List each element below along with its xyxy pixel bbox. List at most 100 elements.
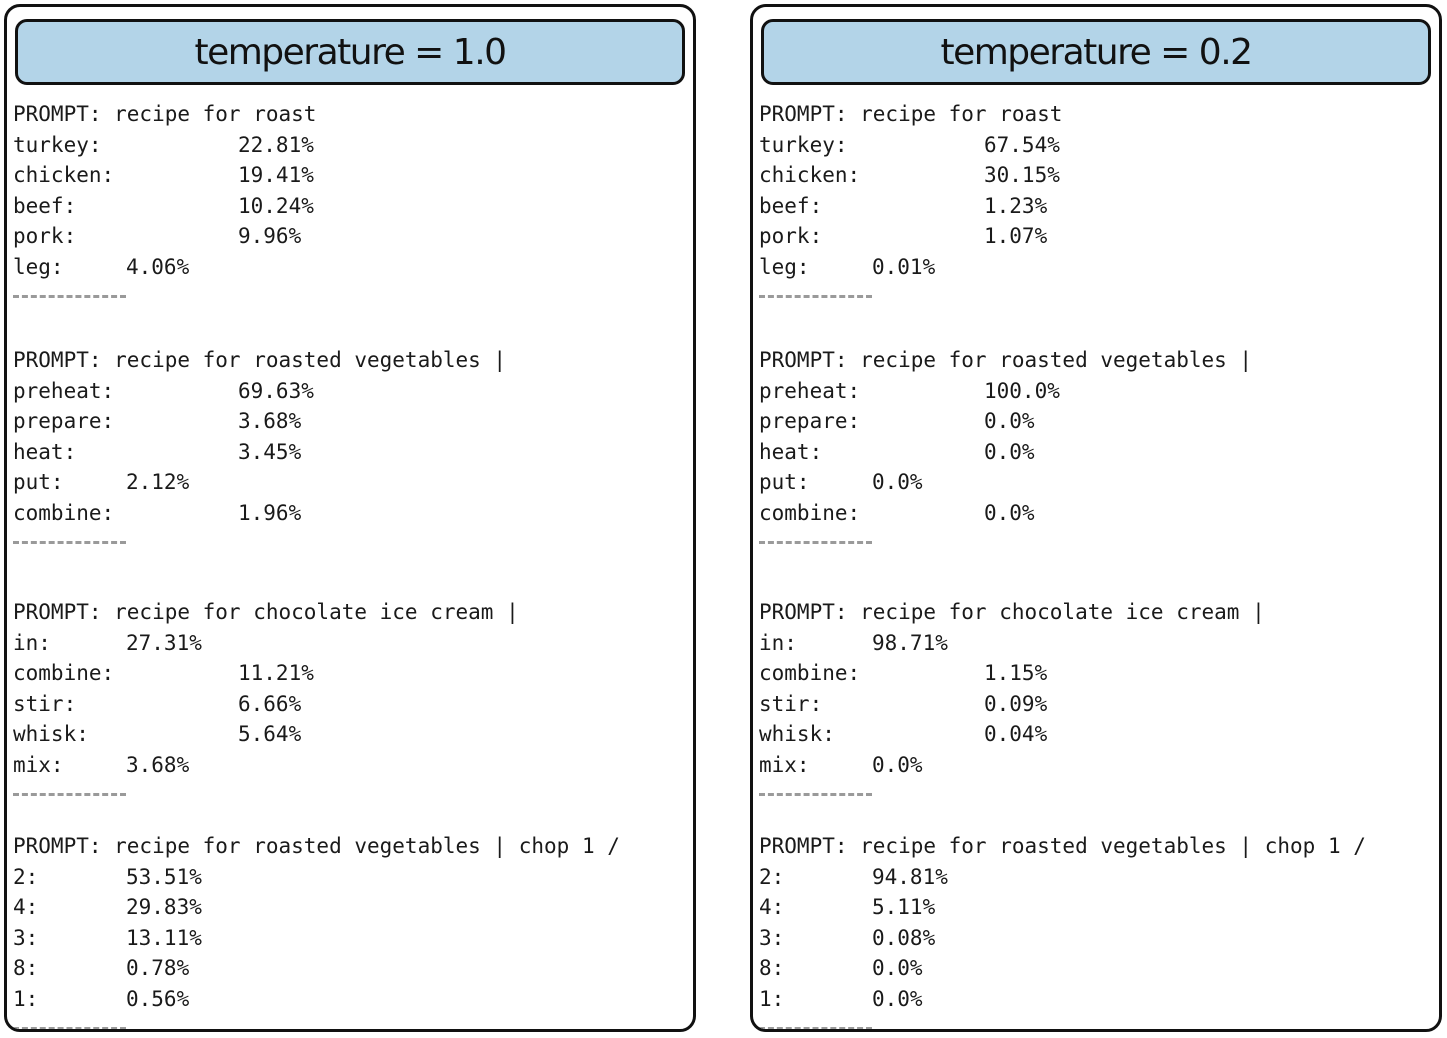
token-probability-row: turkey: 67.54% xyxy=(759,130,1437,161)
token-label: 8: xyxy=(759,956,785,981)
token-label: put: xyxy=(13,470,64,495)
token-probability: 0.0% xyxy=(872,752,923,777)
token-probability-row: 8: 0.0% xyxy=(759,953,1437,984)
token-label: 8: xyxy=(13,956,39,981)
token-probability-row: turkey: 22.81% xyxy=(13,130,691,161)
token-probability-row: prepare: 0.0% xyxy=(759,406,1437,437)
prompt-block: PROMPT: recipe for roasted vegetables | … xyxy=(759,831,1437,1029)
token-probability-row: preheat: 69.63% xyxy=(13,376,691,407)
token-probability: 13.11% xyxy=(126,925,202,950)
token-probability-row: 1: 0.56% xyxy=(13,984,691,1015)
token-probability-row: whisk: 0.04% xyxy=(759,719,1437,750)
token-label: mix: xyxy=(759,752,810,777)
token-probability-row: put: 0.0% xyxy=(759,467,1437,498)
token-probability-row: pork: 9.96% xyxy=(13,221,691,252)
token-probability-row: preheat: 100.0% xyxy=(759,376,1437,407)
token-probability: 0.0% xyxy=(872,986,923,1011)
prompt-line: PROMPT: recipe for roasted vegetables | xyxy=(759,348,1253,372)
token-label: 3: xyxy=(759,925,785,950)
prompt-block: PROMPT: recipe for roast turkey: 22.81% chi… xyxy=(13,99,691,313)
token-probability: 3.68% xyxy=(238,409,302,434)
prompt-block: PROMPT: recipe for roasted vegetables | … xyxy=(13,831,691,1029)
dashed-separator xyxy=(13,781,691,812)
token-probability-row: 3: 13.11% xyxy=(13,923,691,954)
token-probability-row: in: 27.31% xyxy=(13,628,691,659)
token-probability-row: whisk: 5.64% xyxy=(13,719,691,750)
token-probability-row: combine: 1.15% xyxy=(759,658,1437,689)
token-label: stir: xyxy=(13,691,77,716)
token-label: leg: xyxy=(759,254,810,279)
prompt-block: PROMPT: recipe for chocolate ice cream |… xyxy=(759,597,1437,811)
token-label: 3: xyxy=(13,925,39,950)
token-probability-row: 4: 5.11% xyxy=(759,892,1437,923)
token-probability: 11.21% xyxy=(238,661,314,686)
token-probability: 94.81% xyxy=(872,864,948,889)
token-probability: 5.64% xyxy=(238,722,302,747)
token-probability-row: mix: 0.0% xyxy=(759,750,1437,781)
token-probability-row: 4: 29.83% xyxy=(13,892,691,923)
token-probability-row: stir: 6.66% xyxy=(13,689,691,720)
token-probability: 1.15% xyxy=(984,661,1048,686)
token-probability-row: put: 2.12% xyxy=(13,467,691,498)
token-probability: 98.71% xyxy=(872,630,948,655)
panel-title: temperature = 0.2 xyxy=(940,31,1253,73)
token-label: 1: xyxy=(759,986,785,1011)
token-label: prepare: xyxy=(13,409,115,434)
prompt-block: PROMPT: recipe for chocolate ice cream |… xyxy=(13,597,691,811)
token-probability: 69.63% xyxy=(238,378,314,403)
token-probability-row: chicken: 30.15% xyxy=(759,160,1437,191)
panel-header: temperature = 0.2 xyxy=(761,19,1431,85)
token-probability: 29.83% xyxy=(126,895,202,920)
panel-temperature-0-2: temperature = 0.2 PROMPT: recipe for roa… xyxy=(750,4,1442,1032)
token-probability-row: 2: 53.51% xyxy=(13,862,691,893)
token-probability-row: prepare: 3.68% xyxy=(13,406,691,437)
panel-header: temperature = 1.0 xyxy=(15,19,685,85)
token-probability: 22.81% xyxy=(238,132,314,157)
token-probability-row: stir: 0.09% xyxy=(759,689,1437,720)
prompt-block: PROMPT: recipe for roast turkey: 67.54% chi… xyxy=(759,99,1437,313)
token-probability: 4.06% xyxy=(126,254,190,279)
token-label: in: xyxy=(759,630,797,655)
token-label: pork: xyxy=(13,224,77,249)
token-label: beef: xyxy=(759,193,823,218)
token-probability-row: pork: 1.07% xyxy=(759,221,1437,252)
token-probability: 0.0% xyxy=(984,439,1035,464)
token-label: turkey: xyxy=(759,132,848,157)
prompt-line: PROMPT: recipe for chocolate ice cream | xyxy=(759,600,1265,624)
token-probability: 3.45% xyxy=(238,439,302,464)
token-label: prepare: xyxy=(759,409,861,434)
token-label: combine: xyxy=(13,500,115,525)
token-probability: 9.96% xyxy=(238,224,302,249)
prompt-line: PROMPT: recipe for chocolate ice cream | xyxy=(13,600,519,624)
token-probability-row: combine: 11.21% xyxy=(13,658,691,689)
token-label: heat: xyxy=(13,439,77,464)
token-probability: 100.0% xyxy=(984,378,1060,403)
token-probability: 1.07% xyxy=(984,224,1048,249)
dashed-separator xyxy=(13,529,691,560)
token-label: leg: xyxy=(13,254,64,279)
prompt-line: PROMPT: recipe for roast xyxy=(759,102,1063,126)
panel-title: temperature = 1.0 xyxy=(194,31,507,73)
token-label: 2: xyxy=(13,864,39,889)
token-label: preheat: xyxy=(13,378,115,403)
token-probability-row: heat: 3.45% xyxy=(13,437,691,468)
token-label: 4: xyxy=(13,895,39,920)
token-label: whisk: xyxy=(759,722,835,747)
token-probability: 0.0% xyxy=(872,956,923,981)
dashed-separator xyxy=(759,781,1437,812)
token-probability: 0.04% xyxy=(984,722,1048,747)
token-label: mix: xyxy=(13,752,64,777)
token-label: turkey: xyxy=(13,132,102,157)
token-label: combine: xyxy=(759,661,861,686)
prompt-line: PROMPT: recipe for roasted vegetables | … xyxy=(759,834,1366,858)
token-probability: 0.08% xyxy=(872,925,936,950)
prompt-block: PROMPT: recipe for roasted vegetables | p… xyxy=(759,345,1437,559)
dashed-separator xyxy=(13,283,691,314)
dashed-separator xyxy=(759,529,1437,560)
prompt-line: PROMPT: recipe for roasted vegetables | … xyxy=(13,834,620,858)
token-probability-row: 1: 0.0% xyxy=(759,984,1437,1015)
token-probability: 0.0% xyxy=(984,500,1035,525)
token-probability-row: 8: 0.78% xyxy=(13,953,691,984)
token-label: combine: xyxy=(13,661,115,686)
token-probability: 2.12% xyxy=(126,470,190,495)
